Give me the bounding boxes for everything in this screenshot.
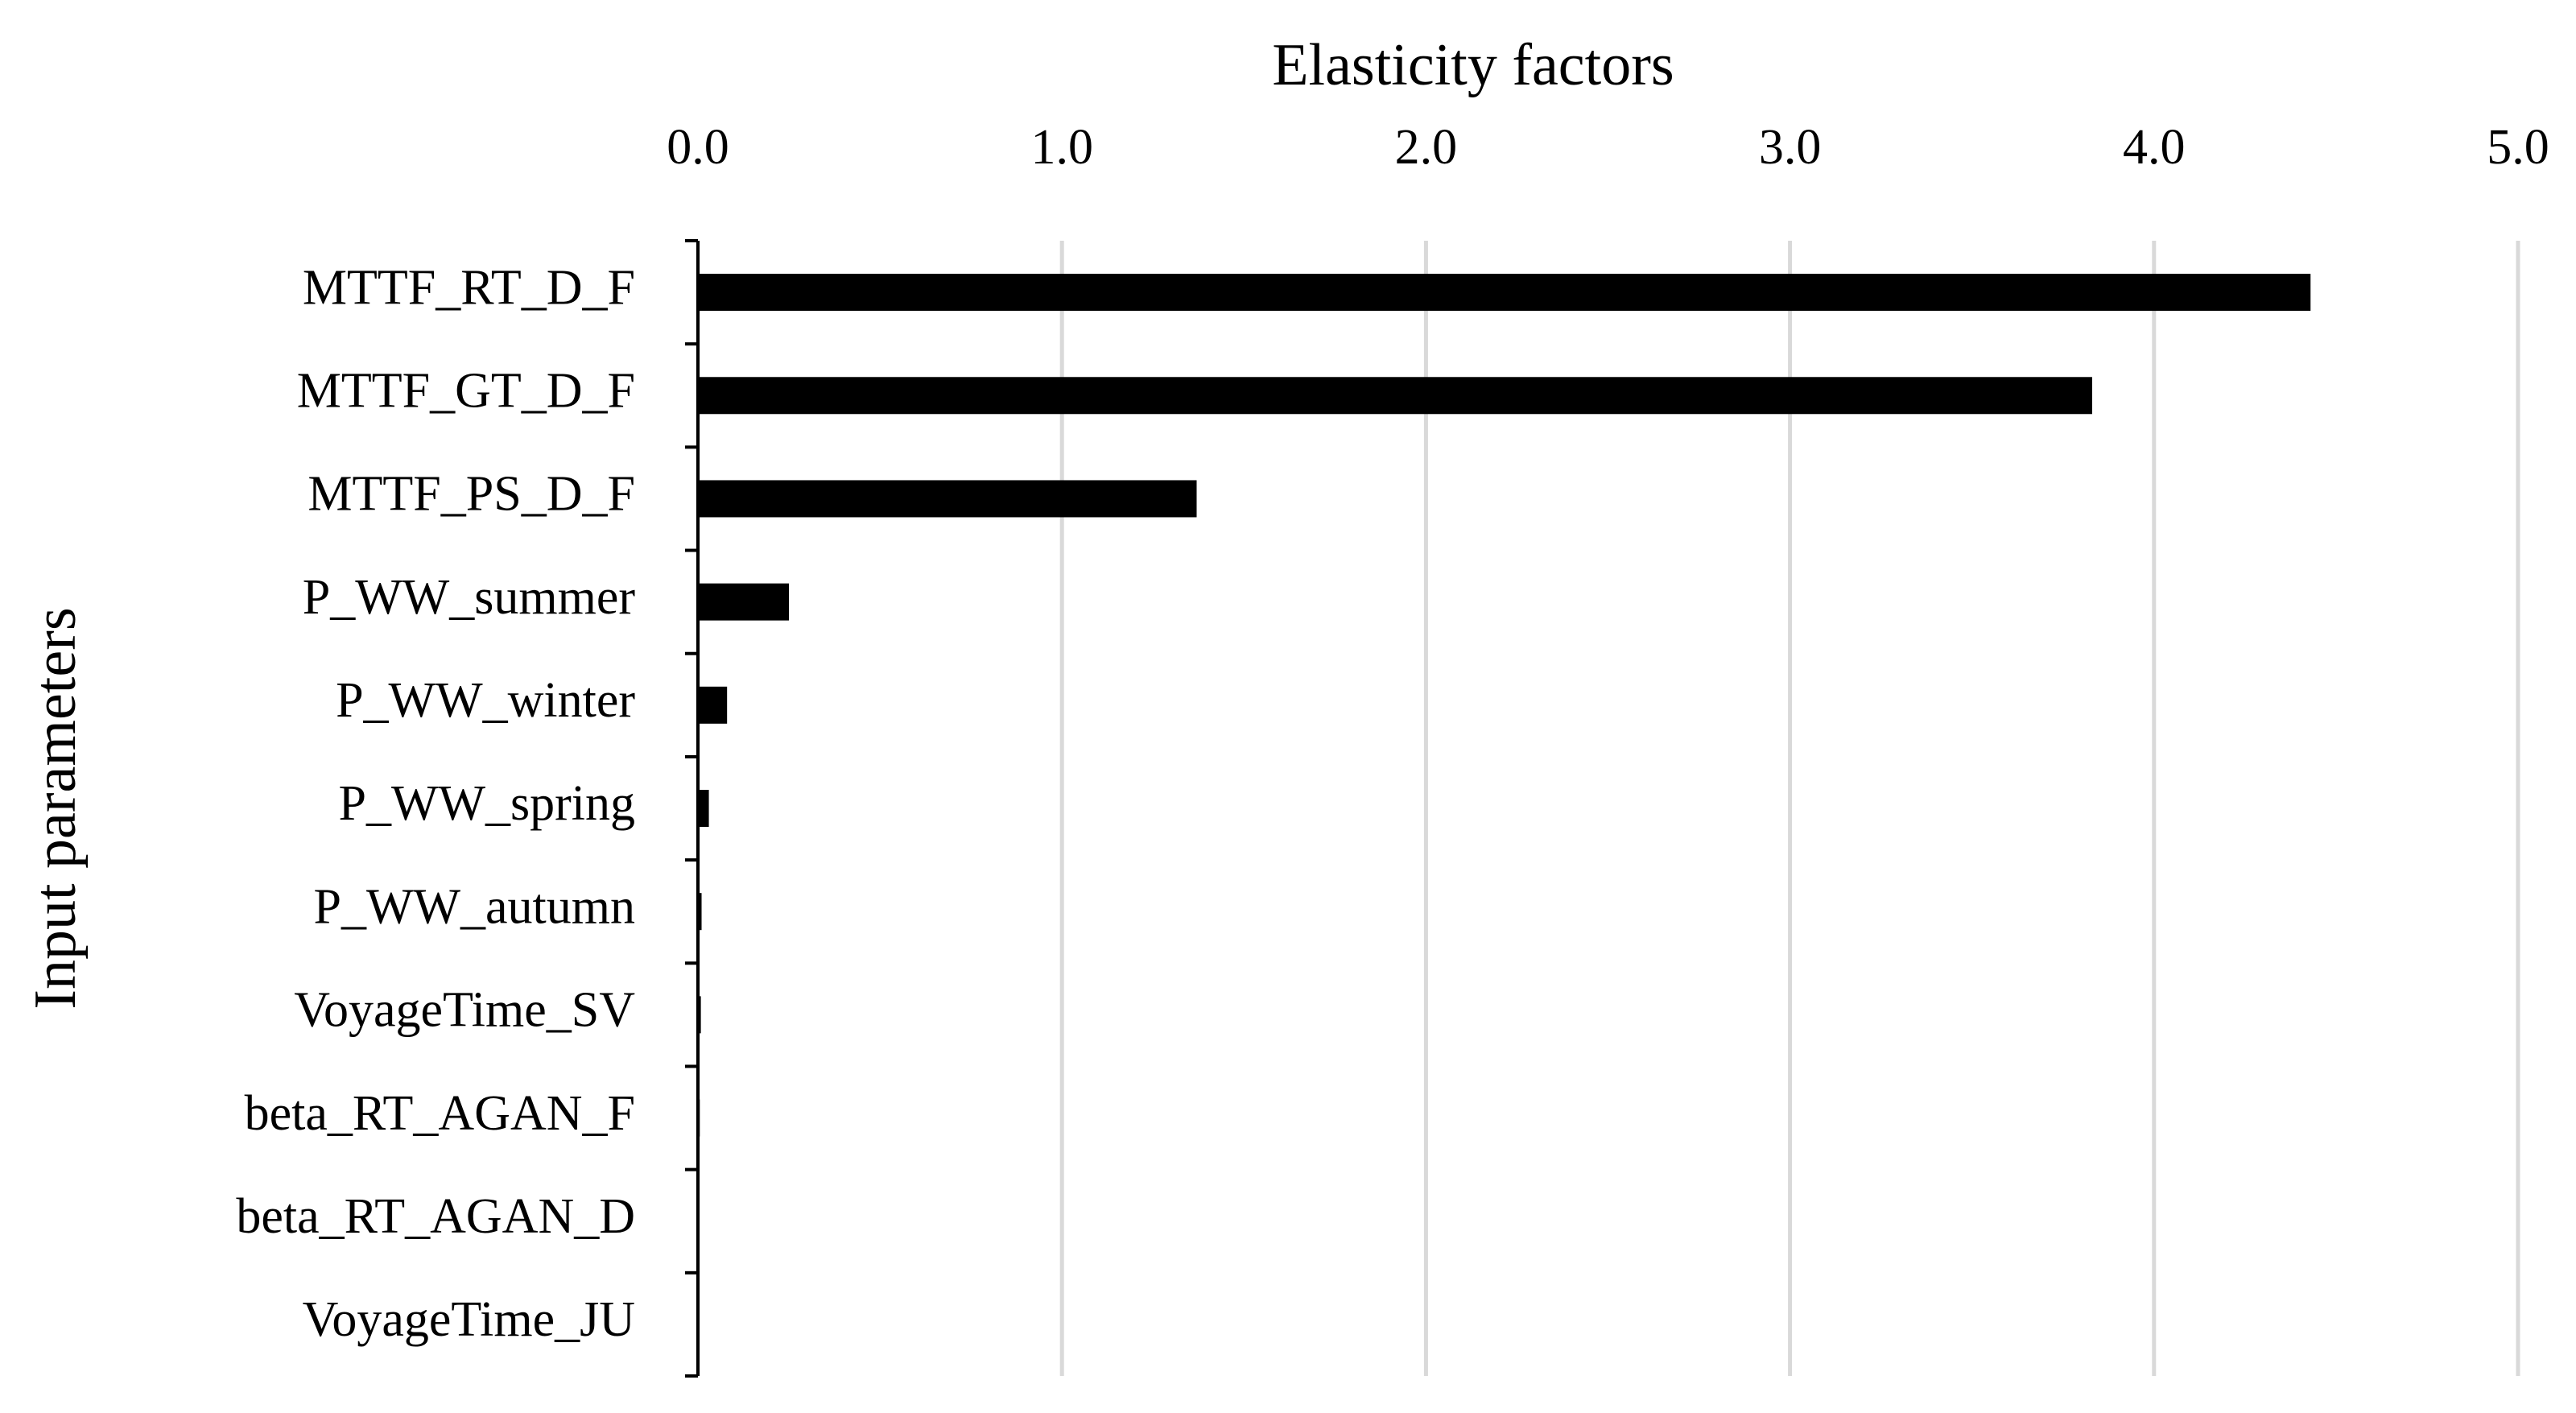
x-tick-label: 4.0 [2123,120,2186,175]
y-tick-label: MTTF_RT_D_F [303,260,635,315]
y-tick-label: P_WW_summer [303,570,636,625]
bar [698,480,1197,518]
x-tick-label: 0.0 [667,120,729,175]
x-tick-label: 5.0 [2487,120,2549,175]
bar [698,377,2092,415]
y-tick-label: P_WW_spring [338,776,635,831]
y-tick-label: beta_RT_AGAN_D [236,1189,635,1244]
y-tick-label: MTTF_PS_D_F [308,467,635,522]
bar [698,996,701,1034]
bar [698,274,2311,312]
bar [698,790,709,827]
x-tick-label: 1.0 [1030,120,1093,175]
bar [698,686,728,724]
y-tick-label: MTTF_GT_D_F [297,364,635,419]
bar [698,583,790,621]
x-axis-title: Elasticity factors [1272,32,1674,98]
y-tick-label: VoyageTime_SV [294,983,635,1038]
x-tick-label: 3.0 [1759,120,1822,175]
bar [698,893,702,931]
y-tick-label: P_WW_winter [336,673,635,728]
bar [698,1099,700,1137]
y-tick-label: VoyageTime_JU [303,1292,635,1347]
x-tick-label: 2.0 [1395,120,1458,175]
y-tick-label: P_WW_autumn [314,879,636,934]
bar [698,1202,699,1240]
y-axis-title: Input parameters [23,607,89,1009]
y-tick-label: beta_RT_AGAN_F [245,1086,635,1141]
